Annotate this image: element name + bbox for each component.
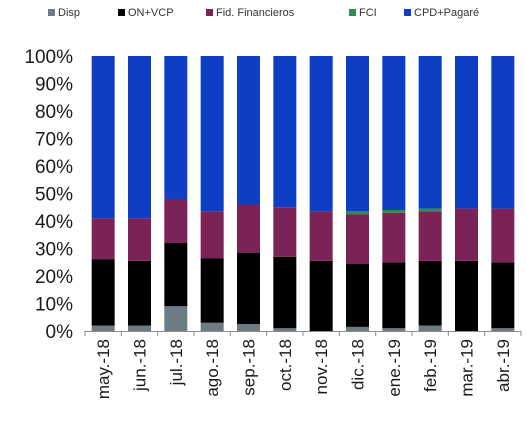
bar-segment-5 bbox=[455, 56, 478, 209]
bar-segment-3 bbox=[455, 208, 478, 261]
bar-segment-2 bbox=[273, 256, 297, 329]
bar-segment-5 bbox=[346, 56, 369, 212]
bar-segment-5 bbox=[200, 56, 224, 212]
bar-segment-4 bbox=[418, 208, 442, 212]
bar-segment-3 bbox=[418, 211, 442, 261]
x-tick-label: oct.-18 bbox=[276, 339, 295, 391]
y-tick-label: 90% bbox=[35, 75, 73, 96]
x-tick-label: sep.-18 bbox=[240, 339, 259, 396]
bar-segment-3 bbox=[91, 218, 115, 260]
bar-segment-3 bbox=[164, 199, 188, 243]
bar-segment-5 bbox=[91, 56, 115, 219]
legend-label-1: Disp bbox=[58, 7, 80, 19]
legend-swatch-1 bbox=[48, 9, 55, 16]
x-tick-label: ago.-18 bbox=[203, 339, 222, 397]
bar-segment-1 bbox=[382, 328, 406, 331]
y-tick-label: 60% bbox=[35, 157, 73, 178]
y-tick-label: 20% bbox=[35, 267, 73, 288]
bar-segment-3 bbox=[237, 204, 260, 253]
bar-segment-2 bbox=[455, 260, 478, 332]
legend-swatch-5 bbox=[404, 9, 411, 16]
x-tick-label: jun.-18 bbox=[131, 339, 150, 392]
y-axis: 0% 10% 20% 30% 40% 50% 60% 70% 80% 90% 100% bbox=[24, 47, 73, 343]
y-tick-label: 100% bbox=[24, 47, 73, 68]
y-tick-label: 10% bbox=[35, 295, 73, 316]
bar-segment-1 bbox=[237, 324, 260, 332]
y-tick-label: 40% bbox=[35, 212, 73, 233]
x-tick-label: feb.-19 bbox=[421, 339, 440, 392]
bar-segment-2 bbox=[91, 259, 115, 326]
bar-segment-2 bbox=[309, 260, 333, 332]
bar-segment-5 bbox=[309, 56, 333, 212]
bar-segment-3 bbox=[346, 214, 369, 264]
x-tick-label: may.-18 bbox=[94, 339, 113, 399]
x-tick-label: mar.-19 bbox=[458, 339, 477, 397]
bar-segment-4 bbox=[382, 210, 406, 213]
legend-swatch-4 bbox=[349, 9, 356, 16]
bar-segment-1 bbox=[200, 322, 224, 331]
legend-label-5: CPD+Pagaré bbox=[414, 7, 479, 19]
legend-swatch-3 bbox=[206, 9, 213, 16]
x-tick-label: ene.-19 bbox=[385, 339, 404, 397]
bar-segment-1 bbox=[346, 326, 369, 332]
bar-segment-3 bbox=[200, 211, 224, 259]
legend-label-3: Fid. Financieros bbox=[216, 7, 295, 19]
bar-segment-3 bbox=[128, 218, 151, 261]
bar-segment-2 bbox=[418, 260, 442, 326]
bar-segment-2 bbox=[164, 243, 188, 307]
bar-segment-1 bbox=[418, 325, 442, 331]
bar-segment-1 bbox=[273, 328, 297, 331]
legend-swatch-2 bbox=[118, 9, 125, 16]
bar-segment-2 bbox=[382, 262, 406, 329]
y-tick-label: 80% bbox=[35, 102, 73, 123]
legend: Disp ON+VCP Fid. Financieros FCI CPD+Pagaré bbox=[48, 7, 479, 19]
x-tick-label: dic.-18 bbox=[349, 339, 368, 390]
bar-segment-3 bbox=[309, 211, 333, 261]
bar-segment-2 bbox=[237, 252, 260, 325]
y-tick-label: 50% bbox=[35, 185, 73, 206]
bar-segment-5 bbox=[418, 56, 442, 209]
bar-segment-5 bbox=[273, 56, 297, 208]
bars bbox=[91, 56, 515, 332]
bar-segment-1 bbox=[164, 306, 188, 331]
legend-label-2: ON+VCP bbox=[128, 7, 174, 19]
x-tick-label: abr.-19 bbox=[494, 339, 513, 392]
y-tick-label: 0% bbox=[46, 322, 74, 343]
bar-segment-5 bbox=[128, 56, 151, 219]
bar-segment-5 bbox=[382, 56, 406, 210]
x-tick-label: nov.-18 bbox=[312, 339, 331, 394]
y-tick-label: 30% bbox=[35, 240, 73, 261]
bar-segment-3 bbox=[382, 212, 406, 263]
bar-segment-3 bbox=[273, 207, 297, 257]
legend-label-4: FCI bbox=[359, 7, 377, 19]
x-tick-label: jul.-18 bbox=[167, 339, 186, 386]
bar-segment-2 bbox=[346, 263, 369, 327]
y-tick-label: 70% bbox=[35, 130, 73, 151]
bar-segment-1 bbox=[91, 325, 115, 331]
x-axis: may.-18 jun.-18 jul.-18 ago.-18 sep.-18 oct.-… bbox=[84, 331, 522, 399]
bar-segment-2 bbox=[491, 262, 515, 329]
bar-segment-4 bbox=[346, 211, 369, 215]
bar-segment-2 bbox=[200, 258, 224, 323]
bar-segment-1 bbox=[128, 325, 151, 331]
bar-segment-5 bbox=[164, 56, 188, 199]
bar-segment-5 bbox=[491, 56, 515, 209]
bar-segment-5 bbox=[237, 56, 260, 205]
bar-segment-3 bbox=[491, 208, 515, 263]
bar-segment-2 bbox=[128, 260, 151, 326]
bar-segment-1 bbox=[491, 328, 515, 331]
